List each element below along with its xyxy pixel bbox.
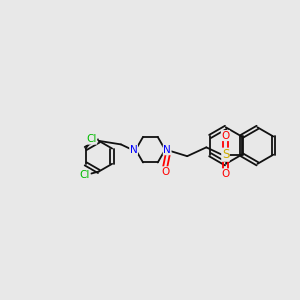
Text: S: S bbox=[222, 148, 229, 161]
Text: N: N bbox=[130, 145, 137, 155]
Text: N: N bbox=[163, 145, 171, 155]
Text: O: O bbox=[161, 167, 169, 177]
Text: Cl: Cl bbox=[80, 170, 90, 180]
Text: Cl: Cl bbox=[86, 134, 97, 144]
Text: O: O bbox=[221, 169, 230, 179]
Text: O: O bbox=[221, 130, 230, 141]
